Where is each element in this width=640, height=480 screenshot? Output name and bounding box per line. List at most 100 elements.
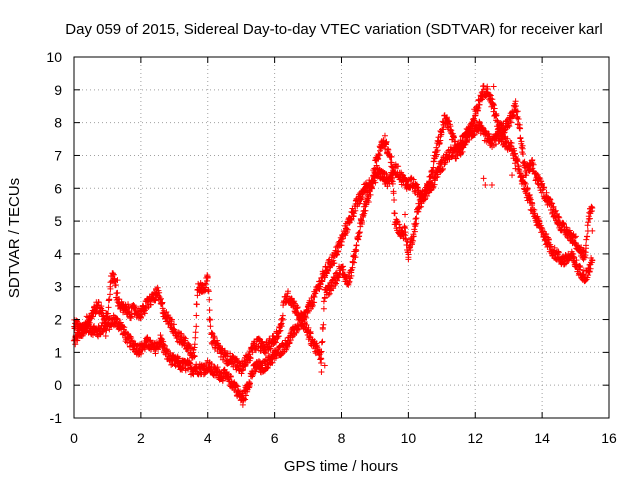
data-point	[541, 184, 548, 191]
data-point	[157, 335, 164, 342]
y-tick-label: 5	[54, 213, 62, 229]
data-point	[471, 117, 478, 124]
data-point	[203, 281, 210, 288]
data-point	[316, 286, 323, 293]
y-tick-label: 7	[54, 147, 62, 163]
data-point	[515, 163, 522, 170]
data-point	[412, 216, 419, 223]
data-point	[124, 339, 131, 346]
data-point	[530, 161, 537, 168]
data-point	[570, 257, 577, 264]
data-point	[338, 238, 345, 245]
data-point	[512, 165, 519, 172]
data-point	[207, 323, 214, 330]
x-tick-label: 2	[137, 430, 145, 446]
x-tick-labels: 0 2 4 6 8 10 12 14 16	[70, 430, 617, 446]
data-point	[352, 248, 359, 255]
data-point	[227, 373, 234, 380]
data-point	[325, 267, 332, 274]
data-point	[74, 337, 81, 344]
data-point	[463, 136, 470, 143]
data-point	[529, 200, 536, 207]
y-axis-label: SDTVAR / TECUs	[6, 178, 23, 298]
data-point	[586, 215, 593, 222]
data-point	[182, 335, 189, 342]
data-point	[404, 238, 411, 245]
data-point	[112, 281, 119, 288]
data-point	[560, 221, 567, 228]
data-point	[334, 277, 341, 284]
data-point	[219, 377, 226, 384]
data-point	[157, 295, 164, 302]
data-point	[552, 207, 559, 214]
data-point	[353, 242, 360, 249]
data-point	[375, 156, 382, 163]
data-point	[366, 188, 373, 195]
data-point	[204, 273, 211, 280]
data-point	[162, 342, 169, 349]
data-point	[159, 299, 166, 306]
data-point	[402, 229, 409, 236]
data-point	[319, 325, 326, 332]
data-point	[430, 164, 437, 171]
data-point	[168, 361, 175, 368]
data-point	[412, 221, 419, 228]
data-point	[171, 321, 178, 328]
data-point	[321, 362, 328, 369]
data-point	[357, 195, 364, 202]
data-point	[297, 310, 304, 317]
data-point	[434, 147, 441, 154]
data-point	[147, 337, 154, 344]
x-tick-label: 4	[204, 430, 212, 446]
data-point	[410, 233, 417, 240]
data-point	[571, 234, 578, 241]
data-point	[388, 178, 395, 185]
data-point	[278, 323, 285, 330]
data-point	[249, 349, 256, 356]
data-point	[208, 330, 215, 337]
data-point	[486, 91, 493, 98]
data-point	[319, 338, 326, 345]
data-point	[507, 143, 514, 150]
y-tick-label: 0	[54, 377, 62, 393]
data-point	[545, 236, 552, 243]
data-point	[339, 263, 346, 270]
data-point	[416, 204, 423, 211]
data-point	[391, 210, 398, 217]
data-point	[318, 355, 325, 362]
data-point	[128, 315, 135, 322]
data-point	[294, 304, 301, 311]
data-point	[193, 312, 200, 319]
data-point	[356, 229, 363, 236]
data-point	[138, 347, 145, 354]
data-point	[192, 329, 199, 336]
data-point	[563, 224, 570, 231]
data-point	[154, 284, 161, 291]
data-point	[528, 207, 535, 214]
data-point	[582, 242, 589, 249]
data-point	[339, 235, 346, 242]
data-point	[168, 316, 175, 323]
data-point	[317, 349, 324, 356]
data-point	[283, 344, 290, 351]
data-point	[294, 327, 301, 334]
data-point	[340, 266, 347, 273]
data-point	[490, 101, 497, 108]
data-point	[547, 196, 554, 203]
data-point	[583, 236, 590, 243]
data-point	[239, 401, 246, 408]
data-point	[125, 301, 132, 308]
data-point	[205, 288, 212, 295]
data-point	[242, 392, 249, 399]
data-point	[439, 167, 446, 174]
data-point	[287, 337, 294, 344]
data-point	[353, 247, 360, 254]
y-tick-label: 9	[54, 82, 62, 98]
data-point	[114, 316, 121, 323]
data-point	[102, 332, 109, 339]
data-point	[325, 291, 332, 298]
data-point	[214, 364, 221, 371]
data-point	[356, 230, 363, 237]
data-point	[383, 138, 390, 145]
data-point	[539, 180, 546, 187]
